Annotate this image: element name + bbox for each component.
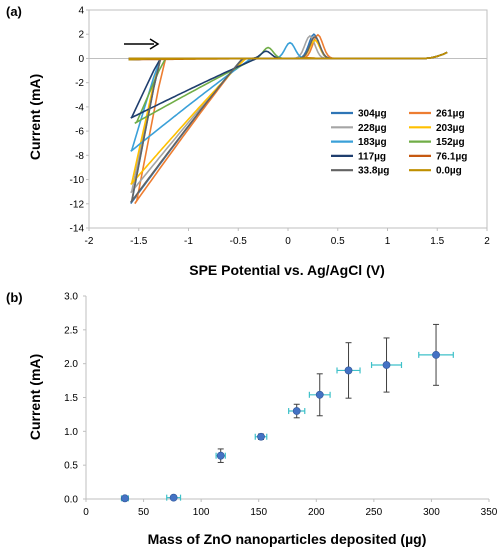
panel-b-ytick-label: 0.0 [64,495,78,506]
panel-b-label: (b) [6,290,23,305]
legend-label: 228µg [358,123,387,134]
panel-a-series-line [128,36,448,203]
panel-a-ytick-label: 0 [78,54,84,65]
panel-a-ytick-label: -12 [70,199,85,210]
legend-label: 304µg [358,109,387,120]
panel-a-series-line [128,51,448,61]
panel-b-xtick-label: 0 [83,507,89,518]
panel-b-point [344,366,353,375]
panel-a-ytick-label: -4 [75,102,84,113]
panel-a-xtick-label: -2 [85,236,94,247]
panel-a-label: (a) [6,4,22,19]
panel-b-xtick-label: 200 [308,507,325,518]
panel-a-xlabel: SPE Potential vs. Ag/AgCl (V) [189,262,385,278]
panel-b-ytick-label: 3.0 [64,292,78,303]
panel-a-xtick-label: 1.5 [430,236,444,247]
panel-a-xtick-label: -0.5 [230,236,248,247]
panel-b-point [315,390,324,399]
legend-label: 0.0µg [436,166,462,177]
panel-b-plot: 0.0 0.5 1.0 1.5 2.0 2.5 3.0 0 50 100 150 200 250 300 3… [64,292,498,519]
panel-a-frame [88,9,488,229]
panel-a-ytick-label: -8 [75,151,84,162]
panel-b-xtick-label: 250 [366,507,383,518]
panel-b-ytick-label: 1.0 [64,427,78,438]
panel-b-point [169,493,178,502]
panel-a-xtick-label: 0 [285,236,291,247]
panel-b-point [257,432,265,441]
legend-label: 117µg [358,151,386,162]
panel-a-ylabel: Current (mA) [27,74,43,160]
legend-label: 183µg [358,137,387,148]
panel-a-ytick-label: -10 [70,175,85,186]
panel-a-ytick-label: -2 [75,78,84,89]
panel-b-ylabel: Current (mA) [27,354,43,440]
panel-b-xtick-label: 50 [138,507,150,518]
panel-a-series-line [128,39,448,186]
panel-b-point [382,361,391,369]
panel-b-xlabel: Mass of ZnO nanoparticles deposited (µg) [148,531,427,547]
legend-label: 33.8µg [358,166,389,177]
panel-b-xtick-label: 300 [423,507,440,518]
panel-a-series-line [128,33,448,205]
legend-label: 261µg [436,109,465,120]
panel-b-xtick-label: 150 [250,507,267,518]
panel-b-point [216,451,225,460]
panel-a-ytick-label: -6 [75,127,84,138]
panel-a-plot: 420-2-4-6-8-10-12-14-2 -1.5 -1 -0.5 0 0.5 1 1.5… [70,6,491,248]
legend-label: 76.1µg [436,151,467,162]
panel-b-ytick-label: 0.5 [64,461,78,472]
panel-b-point [121,494,129,503]
panel-a-ytick-label: -14 [70,224,85,235]
panel-b-point [292,407,301,415]
panel-b-xtick-label: 350 [481,507,498,518]
panel-a-xtick-label: 1 [385,236,391,247]
panel-b-ytick-label: 2.5 [64,325,78,336]
panel-a-xtick-label: -1.5 [130,236,148,247]
panel-a-xtick-label: 0.5 [331,236,345,247]
panel-a-xtick-label: -1 [184,236,193,247]
legend-label: 203µg [436,123,465,134]
panel-b-point [432,350,440,359]
legend-label: 152µg [436,137,465,148]
panel-b-ytick-label: 1.5 [64,393,78,404]
panel-b-xtick-label: 100 [193,507,210,518]
panel-a-ytick-label: 4 [78,6,84,17]
panel-a-series-line [128,50,448,119]
panel-a-ytick-label: 2 [78,30,84,41]
panel-a-arrow-icon [149,38,160,50]
panel-b-ytick-label: 2.0 [64,359,78,370]
panel-a-xtick-label: 2 [484,236,490,247]
